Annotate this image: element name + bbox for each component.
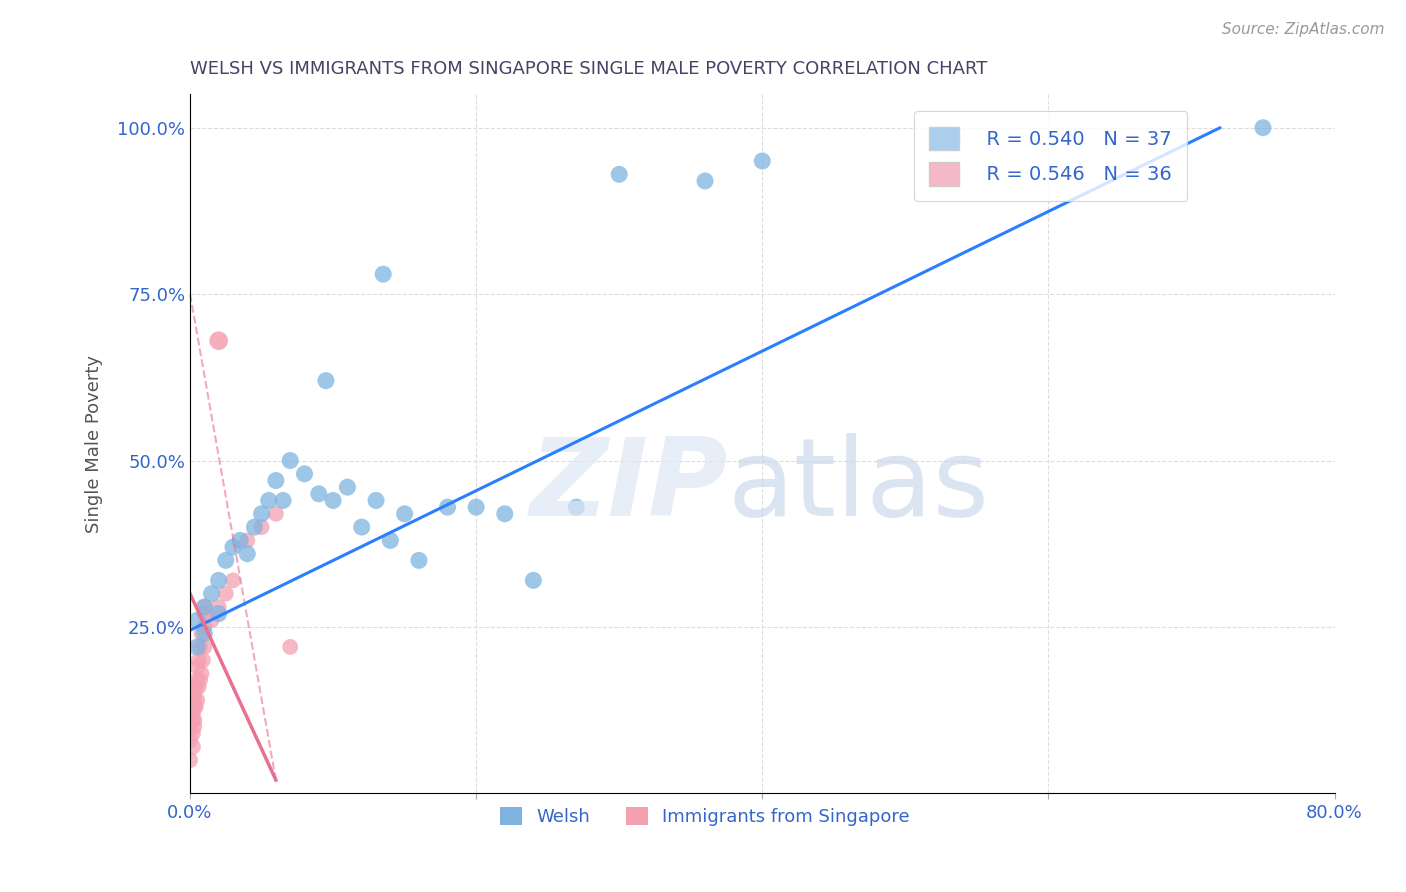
- Point: [522, 574, 544, 588]
- Point: [183, 699, 205, 714]
- Point: [1251, 120, 1274, 135]
- Point: [179, 733, 201, 747]
- Point: [350, 520, 373, 534]
- Point: [308, 487, 330, 501]
- Point: [278, 453, 301, 467]
- Point: [208, 607, 231, 621]
- Point: [236, 533, 259, 548]
- Point: [373, 267, 395, 281]
- Text: ZIP: ZIP: [530, 433, 728, 539]
- Point: [193, 599, 215, 614]
- Point: [229, 533, 252, 548]
- Point: [183, 720, 205, 734]
- Point: [181, 726, 204, 740]
- Point: [208, 334, 231, 348]
- Point: [243, 520, 266, 534]
- Point: [191, 653, 214, 667]
- Point: [200, 613, 222, 627]
- Legend: Welsh, Immigrants from Singapore: Welsh, Immigrants from Singapore: [494, 799, 917, 833]
- Point: [215, 587, 238, 601]
- Point: [193, 640, 215, 654]
- Point: [222, 574, 245, 588]
- Point: [364, 493, 387, 508]
- Point: [494, 507, 516, 521]
- Point: [187, 653, 209, 667]
- Point: [181, 706, 204, 721]
- Point: [565, 500, 588, 515]
- Point: [751, 153, 773, 168]
- Point: [186, 613, 208, 627]
- Point: [264, 474, 287, 488]
- Point: [193, 607, 215, 621]
- Point: [208, 574, 231, 588]
- Point: [271, 493, 294, 508]
- Point: [193, 626, 215, 640]
- Point: [257, 493, 280, 508]
- Point: [193, 599, 215, 614]
- Point: [208, 599, 231, 614]
- Point: [465, 500, 488, 515]
- Point: [186, 673, 208, 688]
- Point: [322, 493, 344, 508]
- Point: [315, 374, 337, 388]
- Point: [215, 553, 238, 567]
- Point: [693, 174, 716, 188]
- Point: [186, 693, 208, 707]
- Point: [187, 680, 209, 694]
- Point: [193, 620, 215, 634]
- Point: [294, 467, 316, 481]
- Point: [336, 480, 359, 494]
- Y-axis label: Single Male Poverty: Single Male Poverty: [86, 355, 103, 533]
- Point: [190, 626, 212, 640]
- Point: [190, 666, 212, 681]
- Point: [184, 680, 207, 694]
- Point: [188, 673, 211, 688]
- Point: [183, 693, 205, 707]
- Point: [200, 587, 222, 601]
- Point: [394, 507, 416, 521]
- Point: [181, 713, 204, 727]
- Point: [250, 507, 273, 521]
- Point: [236, 547, 259, 561]
- Text: WELSH VS IMMIGRANTS FROM SINGAPORE SINGLE MALE POVERTY CORRELATION CHART: WELSH VS IMMIGRANTS FROM SINGAPORE SINGL…: [190, 60, 987, 78]
- Point: [250, 520, 273, 534]
- Point: [380, 533, 402, 548]
- Point: [188, 640, 211, 654]
- Text: Source: ZipAtlas.com: Source: ZipAtlas.com: [1222, 22, 1385, 37]
- Point: [181, 739, 204, 754]
- Point: [222, 540, 245, 554]
- Point: [408, 553, 430, 567]
- Text: atlas: atlas: [728, 433, 990, 539]
- Point: [179, 720, 201, 734]
- Point: [179, 753, 201, 767]
- Point: [183, 713, 205, 727]
- Point: [183, 686, 205, 700]
- Point: [607, 167, 630, 181]
- Point: [186, 640, 208, 654]
- Point: [278, 640, 301, 654]
- Point: [264, 507, 287, 521]
- Point: [436, 500, 458, 515]
- Point: [186, 660, 208, 674]
- Point: [184, 699, 207, 714]
